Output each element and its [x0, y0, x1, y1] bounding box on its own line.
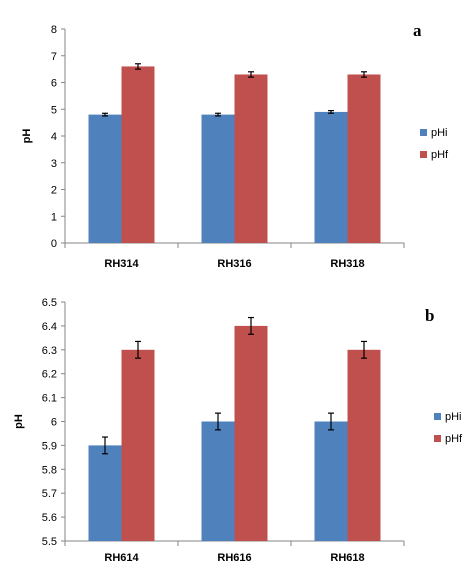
y-tick-label: 5.5 [42, 536, 57, 548]
y-tick-label: 6 [51, 78, 57, 90]
y-tick-label: 5.7 [42, 488, 57, 500]
x-category-label: RH618 [330, 552, 364, 564]
bar-pHf [121, 66, 155, 243]
y-tick-label: 6.5 [42, 297, 57, 309]
bar-pHf [347, 74, 381, 243]
y-tick-label: 6.3 [42, 345, 57, 357]
x-category-label: RH614 [104, 552, 139, 564]
chart-panel-b: 5.5 5.6 5.7 5.8 5.9 6 6.1 6.2 6.3 6.4 6.5 RH614 RH61… [13, 297, 463, 564]
legend-label: pHi [445, 411, 462, 423]
y-tick-label: 5 [51, 104, 57, 116]
y-tick-label: 6 [51, 417, 57, 429]
x-category-label: RH318 [330, 258, 364, 270]
bar-pHi [314, 421, 348, 541]
panel-label: b [425, 306, 434, 325]
y-tick-label: 6.1 [42, 393, 57, 405]
y-axis-title: pH [13, 414, 25, 429]
y-tick-label: 3 [51, 158, 57, 170]
y-tick-label: 5.8 [42, 464, 57, 476]
y-tick-label: 5.9 [42, 440, 57, 452]
legend-swatch-pHf [420, 151, 427, 158]
legend: pHi pHf [420, 127, 449, 161]
legend-label: pHi [431, 127, 448, 139]
legend-swatch-pHi [420, 129, 427, 136]
bar-pHi [201, 421, 235, 541]
bar-pHi [88, 445, 122, 541]
y-axis-title: pH [21, 129, 33, 144]
x-category-label: RH616 [217, 552, 251, 564]
y-tick-label: 5.6 [42, 512, 57, 524]
panel-label: a [413, 21, 422, 40]
bar-pHf [121, 349, 155, 541]
chart-panel-a: 0 1 2 3 4 5 6 7 8 RH314 RH316 RH318 pH a pHi pHf [21, 21, 449, 270]
y-tick-label: 7 [51, 51, 57, 63]
y-tick-label: 1 [51, 211, 57, 223]
bar-pHi [88, 114, 122, 243]
bar-pHf [347, 349, 381, 541]
y-tick-label: 0 [51, 238, 57, 250]
legend: pHi pHf [434, 411, 463, 445]
legend-label: pHf [445, 433, 463, 445]
x-category-label: RH316 [217, 258, 251, 270]
bar-pHf [234, 325, 268, 541]
bar-pHi [201, 114, 235, 243]
bar-pHf [234, 74, 268, 243]
legend-swatch-pHf [434, 435, 441, 442]
y-tick-label: 8 [51, 24, 57, 36]
y-tick-label: 6.2 [42, 369, 57, 381]
y-tick-label: 4 [51, 131, 57, 143]
x-category-label: RH314 [104, 258, 139, 270]
y-tick-label: 6.4 [42, 321, 57, 333]
legend-swatch-pHi [434, 413, 441, 420]
legend-label: pHf [431, 149, 449, 161]
bar-pHi [314, 111, 348, 243]
y-tick-label: 2 [51, 185, 57, 197]
